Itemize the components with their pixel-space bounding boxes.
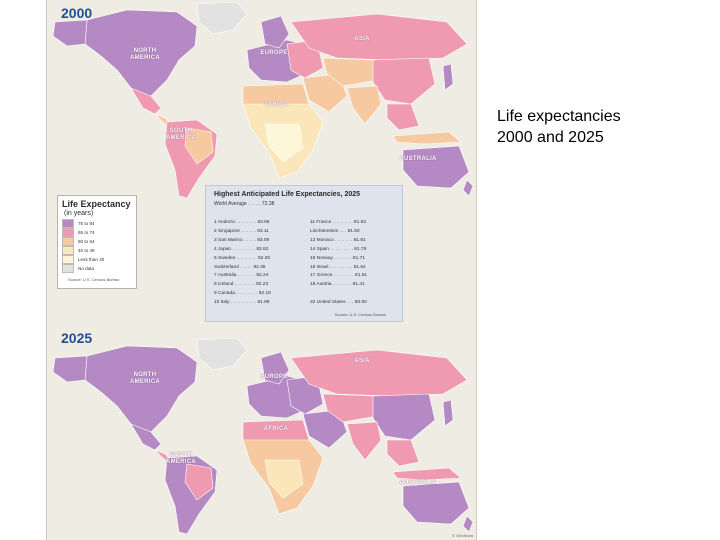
australia-2025 bbox=[402, 481, 470, 525]
japan-2000 bbox=[442, 63, 454, 91]
year-2025-title: 2025 bbox=[61, 330, 93, 346]
table-row: 7 Australia . . . . . . . 82.24 bbox=[214, 273, 269, 279]
table-row: 13 Monaco . . . . . . . 81.81 bbox=[310, 237, 366, 243]
brazil-2025 bbox=[184, 463, 214, 501]
legend-swatch bbox=[62, 237, 74, 246]
southeast-asia-2000 bbox=[386, 103, 420, 131]
table-row: 16 Israel . . . . . . . . . 81.64 bbox=[310, 264, 366, 270]
mexico-2000 bbox=[130, 87, 162, 115]
label-asia-2000: ASIA bbox=[354, 36, 370, 42]
table-row: 4 Japan . . . . . . . . . 82.82 bbox=[214, 246, 269, 252]
table-row: 11 France . . . . . . . . 81.83 bbox=[310, 220, 366, 225]
legend-swatch bbox=[62, 255, 74, 264]
legend-item: Less than 40 bbox=[58, 255, 136, 264]
legend-item: 65 to 74 bbox=[58, 228, 136, 237]
legend-swatch bbox=[62, 228, 74, 237]
table-row: Switzerland . . . . . 82.35 bbox=[214, 264, 266, 270]
legend-swatch bbox=[62, 219, 74, 228]
russia-2025 bbox=[290, 349, 468, 397]
table-row: 32 United States . . . 80.50 bbox=[310, 300, 367, 306]
legend-swatch bbox=[62, 264, 74, 273]
label-australia-2000: AUSTRALIA bbox=[399, 156, 437, 162]
table-title: Highest Anticipated Life Expectancies, 2… bbox=[214, 191, 361, 198]
central-africa-2025 bbox=[264, 459, 304, 499]
china-2025 bbox=[372, 393, 436, 441]
legend-item: 40 to 49 bbox=[58, 246, 136, 255]
table-left-column: 1 Andorra . . . . . . . . 83.68 2 Singap… bbox=[214, 219, 271, 308]
indonesia-2025 bbox=[392, 467, 462, 481]
label-north-america-2025: NORTH AMERICA bbox=[129, 372, 161, 385]
india-2000 bbox=[346, 85, 382, 125]
map-panel: 2000 NORTH AMERICA bbox=[46, 0, 477, 540]
life-expectancy-table: Highest Anticipated Life Expectancies, 2… bbox=[205, 185, 403, 322]
label-asia-2025: ASIA bbox=[354, 358, 370, 364]
table-row: 1 Andorra . . . . . . . . 83.68 bbox=[214, 220, 270, 225]
legend-title: Life Expectancy bbox=[62, 199, 131, 209]
label-south-america-2000: SOUTH AMERICA bbox=[165, 128, 197, 141]
legend-source: Source: U.S. Census Bureau bbox=[68, 277, 120, 282]
table-right-column: 11 France . . . . . . . . 81.83 Liechten… bbox=[310, 219, 367, 308]
table-row: 10 Italy . . . . . . . . . . 81.89 bbox=[214, 300, 270, 306]
legend-swatch bbox=[62, 246, 74, 255]
table-row: 15 Norway . . . . . . . 81.71 bbox=[310, 255, 365, 261]
indonesia-2000 bbox=[392, 131, 462, 145]
slide-caption: Life expectancies 2000 and 2025 bbox=[497, 106, 621, 148]
table-row: 14 Spain . . . . . . . . . 81.78 bbox=[310, 246, 367, 252]
world-map-2000 bbox=[52, 1, 474, 199]
caption-line-1: Life expectancies bbox=[497, 108, 621, 125]
alaska-2025 bbox=[52, 355, 88, 383]
table-row: 2 Singapore . . . . . . 83.11 bbox=[214, 228, 269, 234]
nz-2025 bbox=[462, 515, 474, 533]
label-south-america-2025: SOUTH AMERICA bbox=[165, 452, 197, 465]
legend-subtitle: (in years) bbox=[64, 210, 94, 217]
central-africa-2000 bbox=[264, 123, 304, 163]
label-africa-2025: AFRICA bbox=[263, 426, 289, 432]
australia-2000 bbox=[402, 145, 470, 189]
label-africa-2000: AFRICA bbox=[263, 102, 289, 108]
label-north-america-2000: NORTH AMERICA bbox=[129, 48, 161, 61]
table-row: 17 Greece . . . . . . . . 81.51 bbox=[310, 273, 368, 279]
legend-item: 75 to 84 bbox=[58, 219, 136, 228]
caption-line-2: 2000 and 2025 bbox=[497, 129, 604, 146]
north-america-2025 bbox=[84, 345, 198, 437]
north-america-2000 bbox=[84, 9, 198, 101]
label-europe-2000: EUROPE bbox=[260, 50, 288, 56]
russia-2000 bbox=[290, 13, 468, 61]
map-credit: © GeoNova bbox=[452, 533, 473, 538]
greenland-2000 bbox=[196, 1, 248, 35]
label-europe-2025: EUROPE bbox=[260, 374, 288, 380]
table-row: 9 Canada. . . . . . . . . 82.18 bbox=[214, 291, 271, 297]
world-average: World Average . . . . . 72.38 bbox=[214, 201, 275, 207]
table-row: Liechtenstein . . . 81.83 bbox=[310, 228, 360, 234]
table-row: 5 Sweden . . . . . . . . 82.35 bbox=[214, 255, 270, 261]
greenland-2025 bbox=[196, 337, 248, 371]
table-row: 18 Austria. . . . . . . . 81.41 bbox=[310, 282, 365, 288]
scandinavia-2025 bbox=[260, 351, 290, 385]
mexico-2025 bbox=[130, 423, 162, 451]
scandinavia-2000 bbox=[260, 15, 290, 49]
table-row bbox=[310, 290, 367, 299]
japan-2025 bbox=[442, 399, 454, 427]
china-2000 bbox=[372, 57, 436, 105]
legend: Life Expectancy (in years) 75 to 84 65 t… bbox=[57, 195, 137, 289]
world-map-2025 bbox=[52, 337, 474, 535]
southeast-asia-2025 bbox=[386, 439, 420, 467]
label-australia-2025: AUSTRALIA bbox=[399, 480, 437, 486]
legend-item: 50 to 64 bbox=[58, 237, 136, 246]
nz-2000 bbox=[462, 179, 474, 197]
brazil-2000 bbox=[184, 127, 214, 165]
table-row: 3 San Marino . . . . . 83.09 bbox=[214, 237, 270, 243]
central-asia-2025 bbox=[322, 393, 378, 423]
alaska-2000 bbox=[52, 19, 88, 47]
table-source: Source: U.S. Census Bureau bbox=[334, 312, 386, 317]
table-row: 8 Iceland . . . . . . . . 82.23 bbox=[214, 282, 269, 288]
india-2025 bbox=[346, 421, 382, 461]
central-asia-2000 bbox=[322, 57, 378, 87]
year-2000-title: 2000 bbox=[61, 5, 93, 21]
legend-item: No data bbox=[58, 264, 136, 273]
